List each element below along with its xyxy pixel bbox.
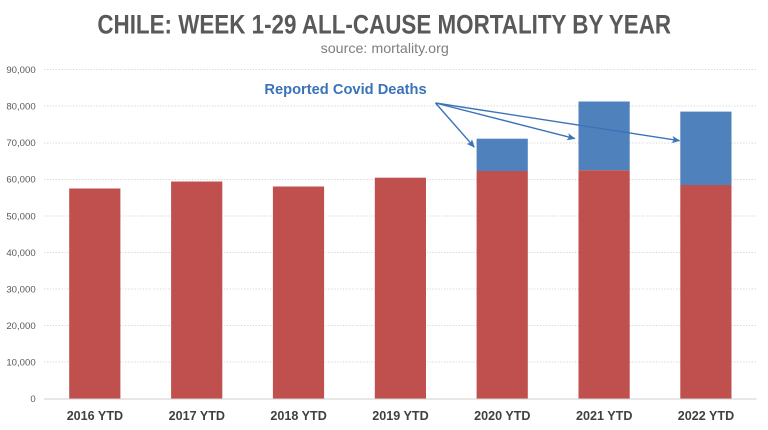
svg-text:20,000: 20,000 xyxy=(6,321,35,332)
svg-text:0: 0 xyxy=(30,394,35,405)
svg-text:70,000: 70,000 xyxy=(6,138,35,149)
svg-text:90,000: 90,000 xyxy=(6,65,35,76)
svg-text:2019 YTD: 2019 YTD xyxy=(372,408,428,423)
svg-text:60,000: 60,000 xyxy=(6,175,35,186)
svg-text:CHILE: WEEK 1-29 ALL-CAUSE MOR: CHILE: WEEK 1-29 ALL-CAUSE MORTALITY BY … xyxy=(97,9,671,39)
svg-text:2018 YTD: 2018 YTD xyxy=(270,408,326,423)
svg-text:40,000: 40,000 xyxy=(6,248,35,259)
svg-text:2021 YTD: 2021 YTD xyxy=(576,408,632,423)
svg-text:2016 YTD: 2016 YTD xyxy=(67,408,123,423)
svg-text:source: mortality.org: source: mortality.org xyxy=(321,40,449,56)
svg-text:80,000: 80,000 xyxy=(6,102,35,113)
svg-text:10,000: 10,000 xyxy=(6,358,35,369)
svg-text:50,000: 50,000 xyxy=(6,211,35,222)
svg-text:30,000: 30,000 xyxy=(6,284,35,295)
svg-text:2017 YTD: 2017 YTD xyxy=(169,408,225,423)
svg-text:Reported Covid Deaths: Reported Covid Deaths xyxy=(264,82,426,98)
svg-text:2022 YTD: 2022 YTD xyxy=(678,408,734,423)
svg-text:2020 YTD: 2020 YTD xyxy=(474,408,530,423)
